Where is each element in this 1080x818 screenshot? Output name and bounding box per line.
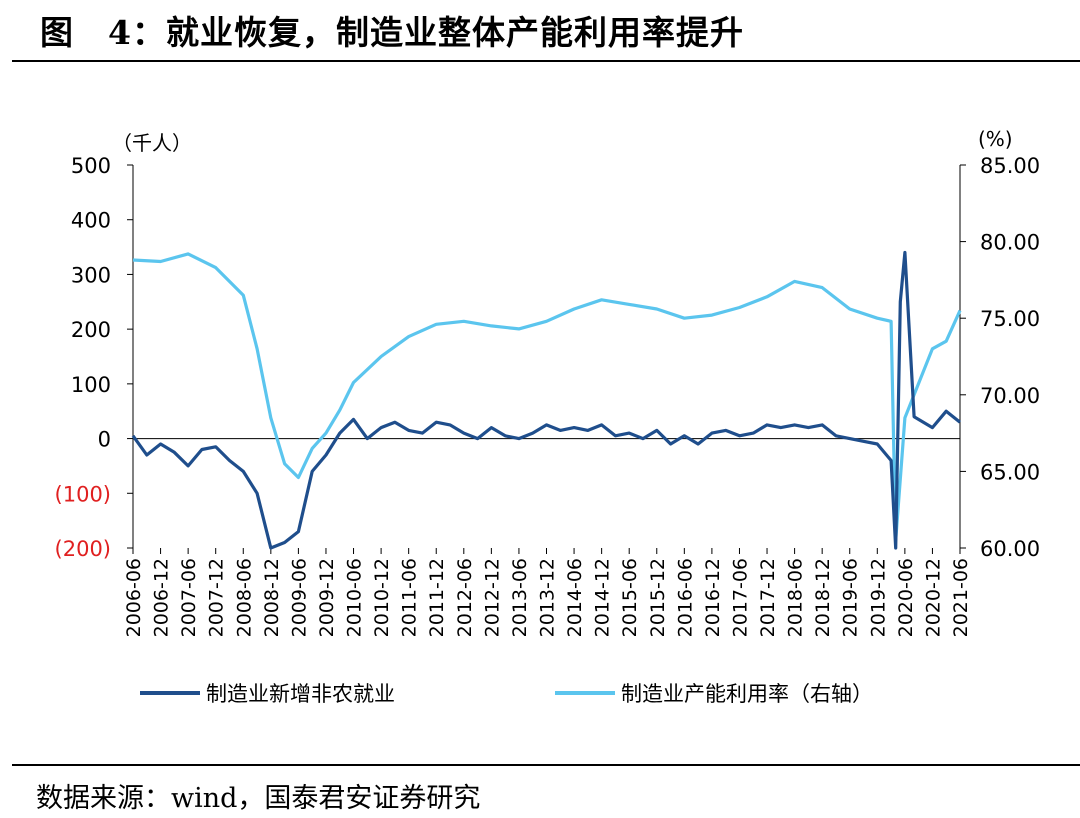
- x-axis: 2006-06 2006-12 2007-06 2007-12 2008-06 2008-…: [123, 548, 972, 637]
- x-tick-label: 2012-12: [481, 558, 503, 637]
- left-tick-label: 400: [71, 209, 111, 233]
- capacity-series-line: [132, 252, 962, 542]
- left-tick-label: 300: [71, 263, 111, 287]
- x-tick-label: 2009-12: [316, 558, 338, 637]
- right-tick-label: 75.00: [980, 307, 1040, 331]
- x-tick-label: 2020-06: [895, 558, 917, 637]
- x-tick-label: 2016-06: [674, 558, 696, 637]
- employment-series-line: [131, 250, 961, 550]
- x-tick-label: 2019-12: [867, 558, 889, 637]
- x-tick-label: 2007-12: [206, 558, 228, 637]
- left-tick-label: (100): [55, 482, 111, 506]
- x-tick-label: 2010-06: [344, 558, 366, 637]
- top-rule: [12, 60, 1080, 62]
- x-tick-label: 2015-06: [619, 558, 641, 637]
- bottom-rule: [12, 764, 1080, 766]
- x-tick-label: 2021-06: [950, 558, 972, 637]
- x-tick-label: 2008-06: [233, 558, 255, 637]
- left-axis: 500 400 300 200 100 0 (100) (200): [55, 154, 134, 561]
- right-tick-label: 80.00: [980, 231, 1040, 255]
- x-tick-label: 2013-12: [537, 558, 559, 637]
- x-tick-label: 2017-12: [757, 558, 779, 637]
- x-tick-label: 2007-06: [178, 558, 200, 637]
- legend-label: 制造业产能利用率（右轴）: [621, 682, 873, 706]
- x-tick-label: 2015-12: [647, 558, 669, 637]
- right-tick-label: 60.00: [980, 537, 1040, 561]
- left-axis-unit: （千人）: [112, 131, 192, 155]
- x-tick-label: 2014-12: [592, 558, 614, 637]
- figure-title: 图 4：就业恢复，制造业整体产能利用率提升: [40, 13, 744, 52]
- x-tick-label: 2006-12: [151, 558, 173, 637]
- x-tick-label: 2011-12: [426, 558, 448, 637]
- left-tick-label: 200: [71, 318, 111, 342]
- x-tick-label: 2009-06: [288, 558, 310, 637]
- legend: 制造业新增非农就业 制造业产能利用率（右轴）: [140, 682, 873, 706]
- left-tick-label: (200): [55, 537, 111, 561]
- series-layer: [131, 250, 962, 550]
- x-tick-label: 2019-06: [840, 558, 862, 637]
- right-tick-label: 85.00: [980, 154, 1040, 178]
- x-tick-label: 2013-06: [509, 558, 531, 637]
- x-tick-label: 2016-12: [702, 558, 724, 637]
- x-tick-label: 2010-12: [371, 558, 393, 637]
- left-tick-label: 100: [71, 373, 111, 397]
- x-tick-label: 2018-06: [785, 558, 807, 637]
- right-axis: 85.00 80.00 75.00 70.00 65.00 60.00: [959, 154, 1040, 561]
- x-tick-label: 2012-06: [454, 558, 476, 637]
- left-tick-label: 500: [71, 154, 111, 178]
- x-tick-label: 2014-06: [564, 558, 586, 637]
- x-tick-label: 2011-06: [399, 558, 421, 637]
- x-tick-label: 2017-06: [729, 558, 751, 637]
- x-tick-label: 2020-12: [922, 558, 944, 637]
- legend-label: 制造业新增非农就业: [206, 682, 395, 706]
- right-axis-unit: (%): [978, 127, 1013, 151]
- x-tick-label: 2008-12: [261, 558, 283, 637]
- right-tick-label: 65.00: [980, 460, 1040, 484]
- x-tick-label: 2018-12: [812, 558, 834, 637]
- source-note: 数据来源：wind，国泰君安证券研究: [36, 783, 481, 814]
- x-tick-label: 2006-06: [123, 558, 145, 637]
- right-tick-label: 70.00: [980, 384, 1040, 408]
- left-tick-label: 0: [98, 428, 111, 452]
